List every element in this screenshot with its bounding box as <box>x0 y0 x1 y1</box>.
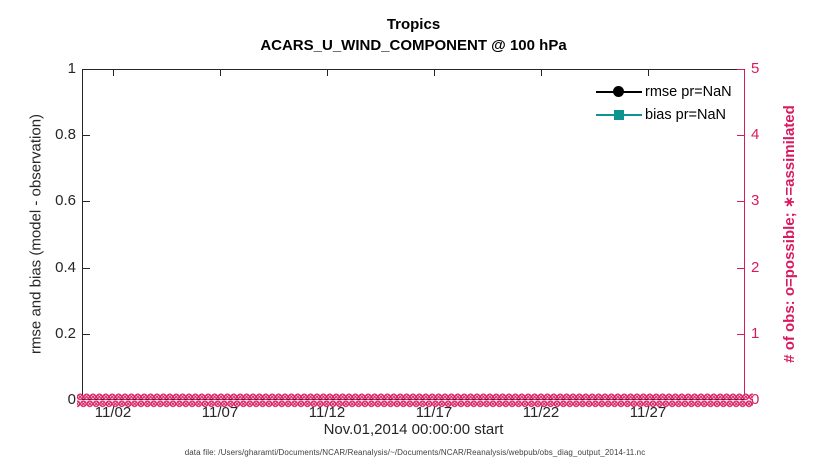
legend-item-bias: bias pr=NaN <box>596 103 732 126</box>
axis-tick <box>737 135 744 136</box>
xtick-label: 11/22 <box>522 404 560 421</box>
legend-label-bias: bias pr=NaN <box>645 106 726 123</box>
rmse-line-marker-icon <box>596 80 642 103</box>
left-ytick-label: 0 <box>67 391 76 408</box>
plot-area <box>82 69 745 400</box>
legend: rmse pr=NaN bias pr=NaN <box>596 80 732 126</box>
axis-tick <box>83 135 90 136</box>
right-ytick-label: 4 <box>751 126 760 143</box>
left-ytick-label: 1 <box>67 60 76 77</box>
right-ytick-label: 1 <box>751 325 760 342</box>
bias-line-marker-icon <box>596 103 642 126</box>
axis-tick <box>737 69 744 70</box>
chart-title-region: Tropics <box>386 16 441 33</box>
data-file-caption: data file: /Users/gharamti/Documents/NCA… <box>184 448 646 457</box>
axis-tick <box>737 201 744 202</box>
axis-tick <box>220 70 221 76</box>
xtick-label: 11/27 <box>629 404 667 421</box>
obs-count-marker-band <box>77 393 753 408</box>
right-ytick-label: 3 <box>751 192 760 209</box>
axis-tick <box>434 70 435 76</box>
right-ytick-label: 2 <box>751 259 760 276</box>
left-ytick-label: 0.2 <box>55 325 76 342</box>
right-ytick-label: 5 <box>751 60 760 77</box>
right-ytick-label: 0 <box>751 391 760 408</box>
legend-label-rmse: rmse pr=NaN <box>645 83 732 100</box>
axis-tick <box>113 70 114 76</box>
axis-tick <box>83 268 90 269</box>
x-axis-label: Nov.01,2014 00:00:00 start <box>323 421 504 438</box>
axis-tick <box>327 70 328 76</box>
left-ytick-label: 0.4 <box>55 259 76 276</box>
left-axis-label: rmse and bias (model - observation) <box>27 113 45 355</box>
chart-title-variable: ACARS_U_WIND_COMPONENT @ 100 hPa <box>260 37 567 54</box>
axis-tick <box>83 201 90 202</box>
axis-tick <box>648 70 649 76</box>
legend-item-rmse: rmse pr=NaN <box>596 80 732 103</box>
chart-title-block: Tropics ACARS_U_WIND_COMPONENT @ 100 hPa <box>82 14 745 56</box>
axis-tick <box>83 334 90 335</box>
axis-tick <box>737 268 744 269</box>
axis-tick <box>737 334 744 335</box>
xtick-label: 11/02 <box>94 404 132 421</box>
left-ytick-label: 0.6 <box>55 192 76 209</box>
left-ytick-label: 0.8 <box>55 126 76 143</box>
xtick-label: 11/17 <box>415 404 453 421</box>
right-axis-label: # of obs: o=possible; ∗=assimilated <box>781 105 798 363</box>
axis-tick <box>541 70 542 76</box>
xtick-label: 11/07 <box>201 404 239 421</box>
axis-tick <box>83 69 90 70</box>
xtick-label: 11/12 <box>308 404 346 421</box>
